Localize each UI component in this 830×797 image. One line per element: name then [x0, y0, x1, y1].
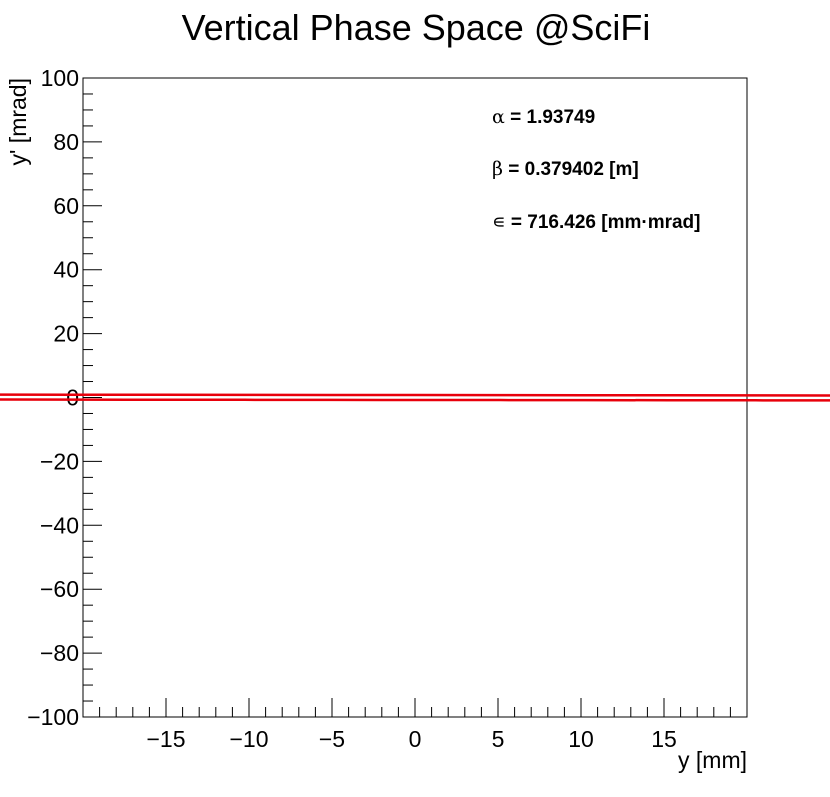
y-tick-label: 80	[53, 129, 79, 155]
y-tick-label: 100	[41, 65, 79, 91]
y-tick-label: 20	[53, 321, 79, 347]
x-tick-label: 15	[651, 726, 677, 752]
x-tick-label: −10	[229, 726, 268, 752]
alpha-value: = 1.93749	[505, 107, 595, 128]
alpha-annotation: α = 1.93749	[492, 106, 595, 128]
beta-annotation: β = 0.379402 [m]	[492, 158, 639, 180]
beta-value: = 0.379402 [m]	[503, 159, 639, 180]
y-tick-label: −100	[27, 704, 79, 730]
x-tick-label: 0	[409, 726, 422, 752]
y-axis-ticks: −100 −80 −60 −40 −20 0 20 40 60 80 100	[27, 65, 102, 730]
x-tick-label: −15	[146, 726, 185, 752]
y-tick-label: −20	[40, 448, 79, 474]
plot-frame	[82, 77, 748, 718]
y-tick-label: 40	[53, 257, 79, 283]
y-tick-label: 0	[66, 385, 79, 411]
y-tick-label: −80	[40, 640, 79, 666]
y-tick-label: −60	[40, 576, 79, 602]
x-axis-label: y [mm]	[678, 747, 747, 773]
twiss-parameters: α = 1.93749 β = 0.379402 [m] ∊ = 716.426…	[492, 106, 700, 233]
emittance-annotation: ∊ = 716.426 [mm·mrad]	[492, 211, 700, 233]
beta-symbol: β	[492, 158, 503, 180]
emittance-symbol: ∊	[492, 211, 506, 233]
x-tick-label: 10	[568, 726, 594, 752]
phase-space-ellipse	[0, 393, 830, 402]
x-tick-label: 5	[492, 726, 505, 752]
x-axis-ticks: −15 −10 −5 0 5 10 15	[99, 698, 731, 752]
alpha-symbol: α	[492, 106, 505, 128]
emittance-value: = 716.426 [mm·mrad]	[506, 212, 701, 233]
y-axis-label: y' [mrad]	[5, 78, 31, 165]
y-tick-label: −40	[40, 512, 79, 538]
chart-title: Vertical Phase Space @SciFi	[182, 7, 651, 48]
y-tick-label: 60	[53, 193, 79, 219]
x-tick-label: −5	[319, 726, 345, 752]
